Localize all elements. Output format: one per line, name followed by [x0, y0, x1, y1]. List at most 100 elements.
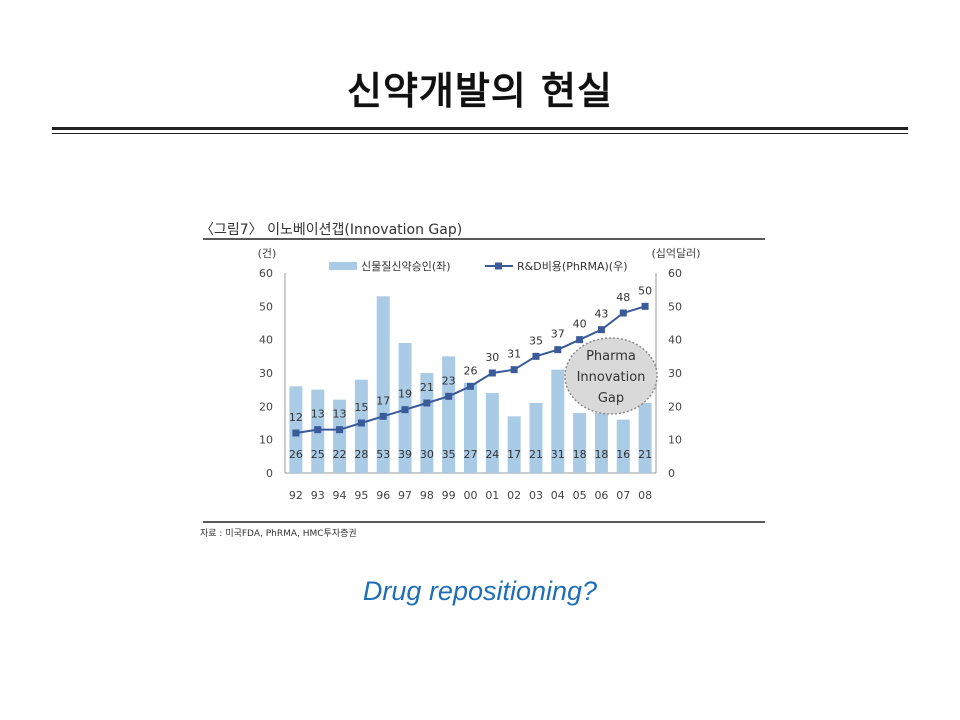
line-value-label: 31 [507, 348, 521, 361]
line-point [597, 326, 605, 334]
bar [376, 296, 390, 473]
annotation-line-2: Innovation [577, 370, 646, 385]
legend-line-label: R&D비용(PhRMA)(우) [517, 260, 627, 273]
line-point [401, 406, 409, 414]
bar [573, 413, 587, 473]
bar-value-label: 30 [420, 448, 434, 461]
bar [616, 419, 630, 473]
bar [638, 403, 652, 473]
line-point [619, 309, 627, 317]
line-point [292, 429, 300, 437]
x-tick-label: 93 [311, 489, 325, 502]
source-note: 자료 : 미국FDA, PhRMA, HMC투자증권 [200, 529, 357, 539]
x-tick-label: 04 [551, 489, 565, 502]
bar-value-label: 21 [638, 448, 652, 461]
bar-value-label: 18 [594, 448, 608, 461]
title-divider-thin [52, 133, 908, 134]
bar [420, 373, 434, 473]
line-point [576, 336, 584, 344]
line-point [554, 346, 562, 354]
figure-caption: 〈그림7〉 이노베이션갭(Innovation Gap) [200, 222, 463, 238]
x-tick-label: 02 [507, 489, 521, 502]
bar [594, 413, 608, 473]
title-divider-thick [52, 127, 908, 130]
x-tick-label: 03 [529, 489, 543, 502]
right-tick-label: 30 [668, 367, 682, 380]
left-tick-label: 50 [259, 300, 273, 313]
annotation-line-3: Gap [598, 391, 624, 406]
bar [333, 399, 347, 473]
line-point [467, 382, 474, 390]
line-value-label: 15 [354, 401, 368, 414]
line-value-label: 13 [311, 408, 325, 421]
line-point [336, 426, 344, 434]
left-tick-label: 30 [259, 367, 273, 380]
x-tick-label: 07 [616, 489, 630, 502]
line-point [423, 399, 431, 407]
right-tick-label: 0 [668, 467, 675, 480]
x-tick-label: 01 [485, 489, 499, 502]
left-axis-unit: (건) [258, 247, 277, 260]
line-value-label: 50 [638, 284, 652, 297]
bar-value-label: 39 [398, 448, 412, 461]
bar [442, 356, 456, 473]
line-value-label: 19 [398, 388, 412, 401]
line-value-label: 12 [289, 411, 303, 424]
bar-value-label: 28 [354, 448, 368, 461]
x-tick-label: 92 [289, 489, 303, 502]
bar-value-label: 27 [464, 448, 478, 461]
line-value-label: 40 [573, 318, 587, 331]
legend-line-marker [495, 262, 502, 270]
left-tick-label: 0 [266, 467, 273, 480]
right-tick-label: 50 [668, 300, 682, 313]
bar [464, 383, 477, 473]
left-tick-label: 40 [259, 334, 273, 347]
line-value-label: 17 [376, 394, 390, 407]
line-value-label: 37 [551, 328, 565, 341]
x-tick-label: 05 [573, 489, 587, 502]
left-tick-label: 10 [259, 434, 273, 447]
legend-bar-swatch [329, 262, 357, 270]
page-title: 신약개발의 현실 [347, 69, 613, 113]
bar-value-label: 26 [289, 448, 303, 461]
bar-value-label: 16 [616, 448, 630, 461]
line-point [379, 412, 387, 420]
x-tick-label: 08 [638, 489, 652, 502]
x-tick-label: 97 [398, 489, 412, 502]
bar-value-label: 31 [551, 448, 565, 461]
x-tick-label: 96 [376, 489, 390, 502]
chart-legend: 신물질신약승인(좌) R&D비용(PhRMA)(우) [329, 259, 627, 273]
line-value-label: 26 [464, 364, 478, 377]
x-tick-label: 06 [594, 489, 608, 502]
line-value-label: 35 [529, 334, 543, 347]
bar-value-label: 18 [573, 448, 587, 461]
bar [551, 369, 565, 473]
line-value-label: 23 [442, 374, 456, 387]
x-tick-label: 94 [333, 489, 347, 502]
bar [507, 416, 521, 473]
line-value-label: 43 [594, 308, 608, 321]
line-point [510, 366, 518, 374]
right-axis-unit: (십억달러) [651, 247, 700, 260]
bar-value-label: 22 [333, 448, 347, 461]
x-tick-label: 00 [464, 489, 478, 502]
line-value-label: 48 [616, 291, 630, 304]
right-tick-label: 40 [668, 334, 682, 347]
line-point [488, 369, 496, 377]
innovation-gap-bubble [564, 337, 658, 415]
right-tick-label: 20 [668, 400, 682, 413]
line-point [641, 302, 649, 310]
left-tick-label: 20 [259, 400, 273, 413]
bar [485, 393, 499, 473]
drug-repositioning-question: Drug repositioning? [362, 576, 598, 606]
x-tick-label: 99 [442, 489, 456, 502]
bar [529, 403, 543, 473]
legend-bar-label: 신물질신약승인(좌) [361, 259, 451, 273]
line-value-label: 30 [485, 351, 499, 364]
line-value-label: 13 [333, 408, 347, 421]
innovation-gap-annotation: Pharma Innovation Gap [564, 337, 658, 415]
bar-value-label: 35 [442, 448, 456, 461]
x-tick-label: 98 [420, 489, 434, 502]
line-point [314, 426, 322, 434]
bar-value-label: 53 [376, 448, 390, 461]
